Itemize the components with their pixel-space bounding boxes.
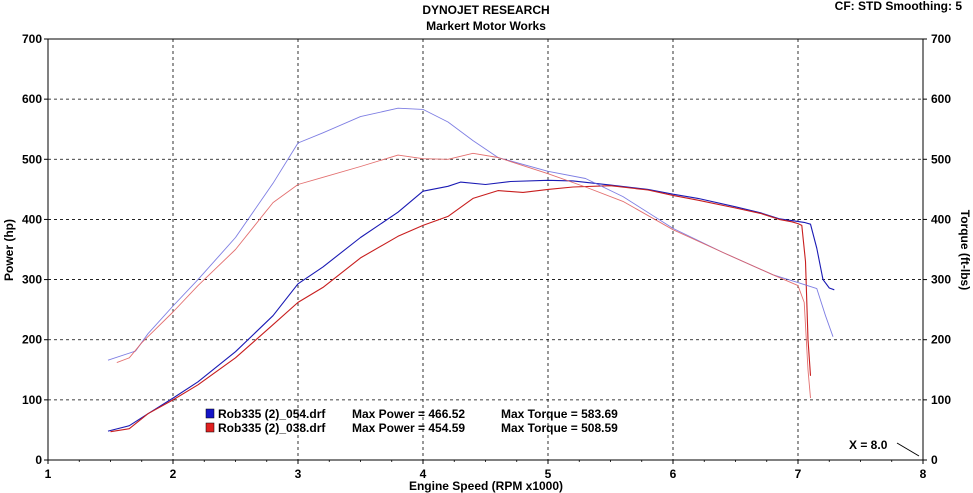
y-axis-label-right: Torque (ft-lbs) [958,210,972,290]
y-tick-label-left: 600 [22,92,42,106]
cursor-pointer-line [896,442,920,457]
x-tick-label: 1 [45,467,52,481]
cursor-readout: X = 8.0 [849,438,888,452]
y-tick-label-left: 700 [22,32,42,46]
series-line-2 [107,107,834,361]
series-lines [107,107,835,433]
chart-subtitle: Markert Motor Works [426,19,546,33]
y-tick-label-left: 200 [22,333,42,347]
legend-file-038: Rob335 (2)_038.drf [218,421,326,435]
y-tick-label-right: 200 [931,333,951,347]
x-axis-label: Engine Speed (RPM x1000) [409,479,563,493]
series-line-1 [110,185,812,433]
y-tick-label-right: 500 [931,152,951,166]
y-tick-label-right: 400 [931,212,951,226]
y-tick-label-left: 100 [22,393,42,407]
legend-torque-054: Max Torque = 583.69 [501,407,618,421]
series-line-0 [107,179,835,432]
y-tick-label-left: 500 [22,152,42,166]
x-tick-label: 4 [420,467,427,481]
correction-info: CF: STD Smoothing: 5 [835,0,963,13]
y-tick-label-right: 700 [931,32,951,46]
y-axis-label-left: Power (hp) [2,219,16,281]
y-tick-label-left: 300 [22,273,42,287]
x-tick-label: 3 [295,467,302,481]
legend-swatch-054 [205,408,215,419]
legend: Rob335 (2)_054.drf Max Power = 466.52 Ma… [205,407,618,435]
legend-power-038: Max Power = 454.59 [352,421,465,435]
legend-file-054: Rob335 (2)_054.drf [218,407,326,421]
y-tick-label-right: 100 [931,393,951,407]
plot-frame [47,38,924,461]
grid-lines [48,39,923,460]
y-tick-label-left: 400 [22,212,42,226]
x-tick-label: 7 [795,467,802,481]
y-tick-label-right: 300 [931,273,951,287]
x-tick-label: 5 [545,467,552,481]
x-tick-label: 2 [170,467,177,481]
y-tick-label-left: 0 [35,453,42,467]
y-tick-label-right: 600 [931,92,951,106]
x-tick-label: 6 [670,467,677,481]
x-tick-label: 8 [920,467,927,481]
legend-power-054: Max Power = 466.52 [352,407,465,421]
chart-title: DYNOJET RESEARCH [422,3,549,17]
series-line-3 [116,152,811,399]
legend-swatch-038 [205,422,215,433]
legend-torque-038: Max Torque = 508.59 [501,421,618,435]
y-tick-label-right: 0 [931,453,938,467]
